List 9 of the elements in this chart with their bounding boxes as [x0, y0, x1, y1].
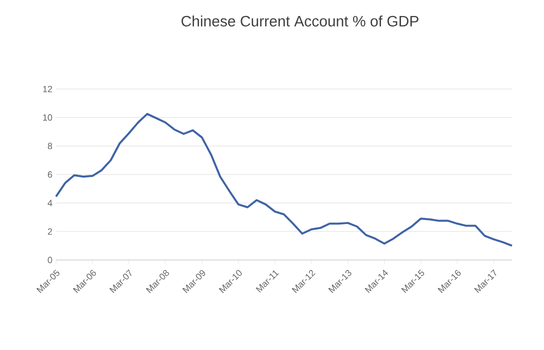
line-series: [55, 112, 513, 247]
y-tick-label: 12: [43, 86, 52, 92]
chart-title: Chinese Current Account % of GDP: [182, 15, 418, 26]
y-tick-label: 6: [48, 171, 52, 178]
y-tick-label: 0: [48, 256, 52, 264]
y-tick-label: 4: [48, 200, 52, 206]
y-tick-label: 10: [43, 114, 52, 121]
y-tick-label: 2: [48, 228, 52, 235]
y-tick-label: 8: [48, 142, 52, 150]
